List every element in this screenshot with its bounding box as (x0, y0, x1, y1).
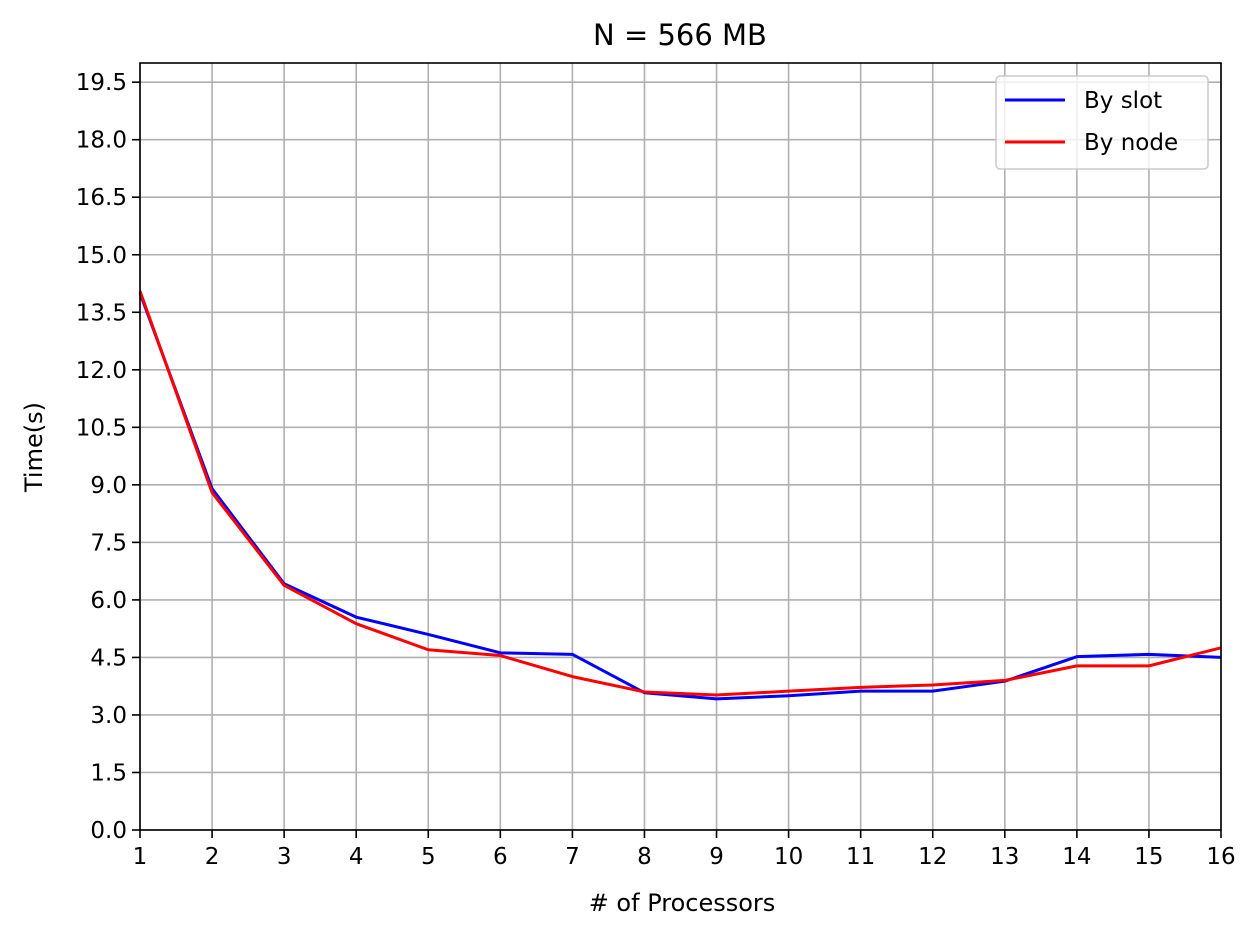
x-tick-label: 16 (1206, 844, 1235, 870)
axis-ticks (132, 81, 1222, 838)
x-tick-label: 5 (421, 844, 436, 870)
y-tick-label: 6.0 (90, 588, 127, 614)
x-tick-label: 13 (990, 844, 1019, 870)
y-tick-label: 10.5 (76, 415, 127, 441)
x-tick-label: 10 (774, 844, 803, 870)
y-tick-label: 7.5 (90, 530, 127, 556)
y-tick-label: 9.0 (90, 473, 127, 499)
y-tick-label: 19.5 (76, 70, 127, 96)
legend-label-by-node: By node (1084, 130, 1178, 156)
x-tick-label: 6 (493, 844, 508, 870)
plot-frame (139, 62, 1222, 831)
x-tick-label: 14 (1062, 844, 1091, 870)
chart-title: N = 566 MB (593, 18, 767, 52)
y-tick-label: 16.5 (76, 185, 127, 211)
x-tick-label: 8 (637, 844, 652, 870)
series-line-by-slot (138, 292, 1222, 701)
legend-label-by-slot: By slot (1084, 88, 1162, 114)
x-axis-label: # of Processors (589, 889, 776, 917)
x-tick-label: 4 (349, 844, 364, 870)
y-tick-label: 4.5 (90, 645, 127, 671)
x-tick-label: 12 (918, 844, 947, 870)
x-tick-label: 15 (1134, 844, 1163, 870)
series-line-by-node (138, 290, 1222, 697)
legend: By slot By node (995, 75, 1209, 170)
x-tick-label: 7 (565, 844, 580, 870)
y-axis-label: Time(s) (20, 402, 48, 493)
y-tick-labels: 0.0 1.5 3.0 4.5 6.0 7.5 9.0 10.5 12.0 13.5 15.0 16.… (76, 70, 127, 844)
x-tick-label: 11 (846, 844, 875, 870)
grid-lines (139, 63, 1222, 831)
y-tick-label: 3.0 (90, 703, 127, 729)
x-tick-label: 1 (133, 844, 148, 870)
y-tick-label: 13.5 (76, 300, 127, 326)
x-tick-label: 2 (205, 844, 220, 870)
y-tick-label: 15.0 (76, 243, 127, 269)
y-tick-label: 0.0 (90, 818, 127, 844)
series-lines (138, 290, 1222, 701)
x-tick-label: 9 (709, 844, 724, 870)
y-tick-label: 18.0 (76, 128, 127, 154)
y-tick-label: 1.5 (90, 760, 127, 786)
x-tick-labels: 1 2 3 4 5 6 7 8 9 10 11 12 13 14 15 16 (133, 844, 1236, 870)
y-tick-label: 12.0 (76, 358, 127, 384)
x-tick-label: 3 (277, 844, 292, 870)
